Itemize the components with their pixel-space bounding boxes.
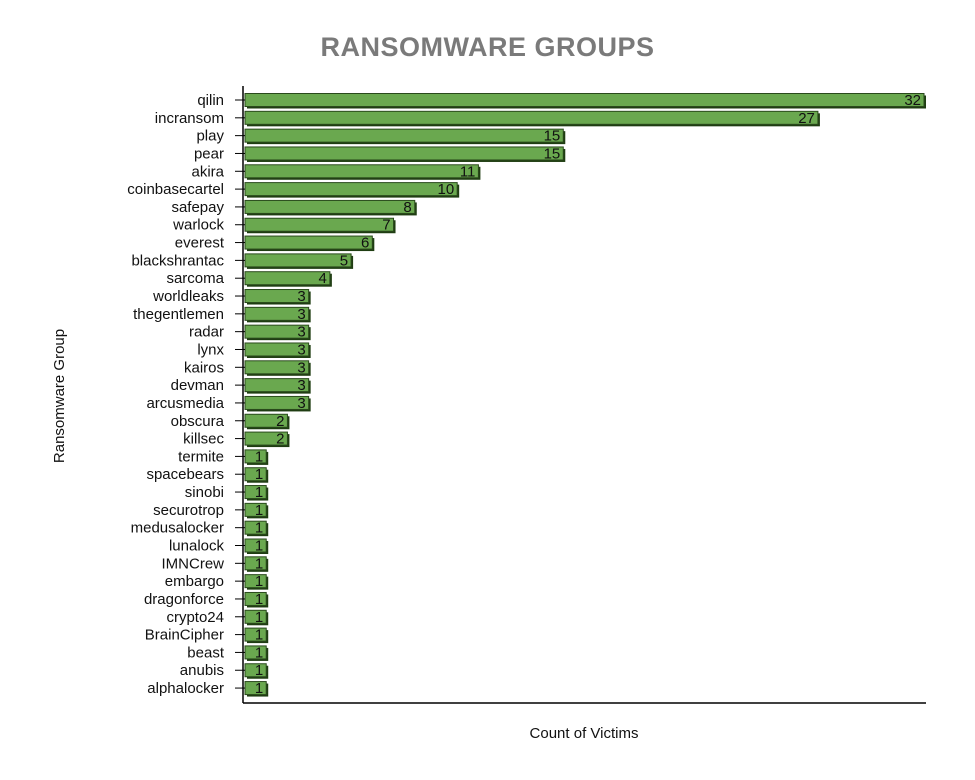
category-label-embargo: embargo [165,573,224,590]
value-label-coinbasecartel: 10 [438,181,455,198]
category-label-blackshrantac: blackshrantac [131,252,224,269]
category-label-pear: pear [194,145,224,162]
axes-layer: qilinincransomplaypearakiracoinbasecarte… [127,86,926,704]
value-label-killsec: 2 [276,431,284,448]
category-label-beast: beast [187,644,225,661]
x-axis-title: Count of Victims [530,725,639,742]
category-label-imncrew: IMNCrew [162,555,225,572]
category-label-qilin: qilin [197,92,224,109]
value-label-termite: 1 [255,448,263,465]
category-label-warlock: warlock [172,217,224,234]
y-axis-title: Ransomware Group [51,329,68,463]
value-label-embargo: 1 [255,573,263,590]
bar-incransom [244,110,819,125]
value-label-incransom: 27 [798,110,815,127]
category-label-everest: everest [175,235,225,252]
value-label-securotrop: 1 [255,502,263,519]
category-label-arcusmedia: arcusmedia [146,395,224,412]
value-label-safepay: 8 [403,199,411,216]
value-label-crypto24: 1 [255,609,263,626]
category-label-termite: termite [178,448,224,465]
value-label-lynx: 3 [297,341,305,358]
category-label-spacebears: spacebears [146,466,224,483]
category-label-braincipher: BrainCipher [145,627,224,644]
value-label-qilin: 32 [904,92,921,109]
category-label-safepay: safepay [171,199,224,216]
category-label-play: play [196,128,224,145]
category-label-obscura: obscura [171,413,225,430]
category-label-sinobi: sinobi [185,484,224,501]
category-label-radar: radar [189,324,224,341]
category-label-crypto24: crypto24 [166,609,224,626]
bar-qilin [244,93,925,107]
value-label-imncrew: 1 [255,555,263,572]
category-label-sarcoma: sarcoma [166,270,224,287]
value-label-beast: 1 [255,644,263,661]
bar-sarcoma [244,271,331,286]
value-label-alphalocker: 1 [255,680,263,697]
value-label-warlock: 7 [382,217,390,234]
value-label-devman: 3 [297,377,305,394]
category-label-thegentlemen: thegentlemen [133,306,224,323]
category-label-worldleaks: worldleaks [152,288,224,305]
bar-coinbasecartel [244,182,458,197]
value-label-blackshrantac: 5 [340,252,348,269]
value-label-sarcoma: 4 [319,270,327,287]
bar-akira [244,164,479,179]
category-label-lunalock: lunalock [169,538,225,555]
value-label-thegentlemen: 3 [297,306,305,323]
category-label-alphalocker: alphalocker [147,680,224,697]
value-label-arcusmedia: 3 [297,395,305,412]
bar-safepay [244,199,416,214]
value-label-kairos: 3 [297,359,305,376]
value-label-pear: 15 [544,145,561,162]
category-label-medusalocker: medusalocker [131,520,224,537]
value-label-medusalocker: 1 [255,520,263,537]
category-label-anubis: anubis [180,662,224,679]
category-label-devman: devman [171,377,224,394]
chart-title: RANSOMWARE GROUPS [320,32,655,62]
category-label-killsec: killsec [183,431,224,448]
category-label-coinbasecartel: coinbasecartel [127,181,224,198]
value-label-obscura: 2 [276,413,284,430]
value-label-braincipher: 1 [255,627,263,644]
category-label-lynx: lynx [197,341,224,358]
value-label-anubis: 1 [255,662,263,679]
value-label-akira: 11 [460,163,476,180]
category-label-dragonforce: dragonforce [144,591,224,608]
value-label-worldleaks: 3 [297,288,305,305]
bar-everest [244,235,373,250]
value-label-everest: 6 [361,235,369,252]
value-label-sinobi: 1 [255,484,263,501]
bar-pear [244,146,564,161]
category-label-kairos: kairos [184,359,224,376]
bar-play [244,128,564,143]
category-label-akira: akira [191,163,224,180]
category-label-securotrop: securotrop [153,502,224,519]
bar-warlock [244,217,395,232]
category-label-incransom: incransom [155,110,224,127]
value-label-spacebears: 1 [255,466,263,483]
value-label-lunalock: 1 [255,538,263,555]
value-label-dragonforce: 1 [255,591,263,608]
bar-blackshrantac [244,253,352,268]
value-label-radar: 3 [297,324,305,341]
value-label-play: 15 [544,128,561,145]
